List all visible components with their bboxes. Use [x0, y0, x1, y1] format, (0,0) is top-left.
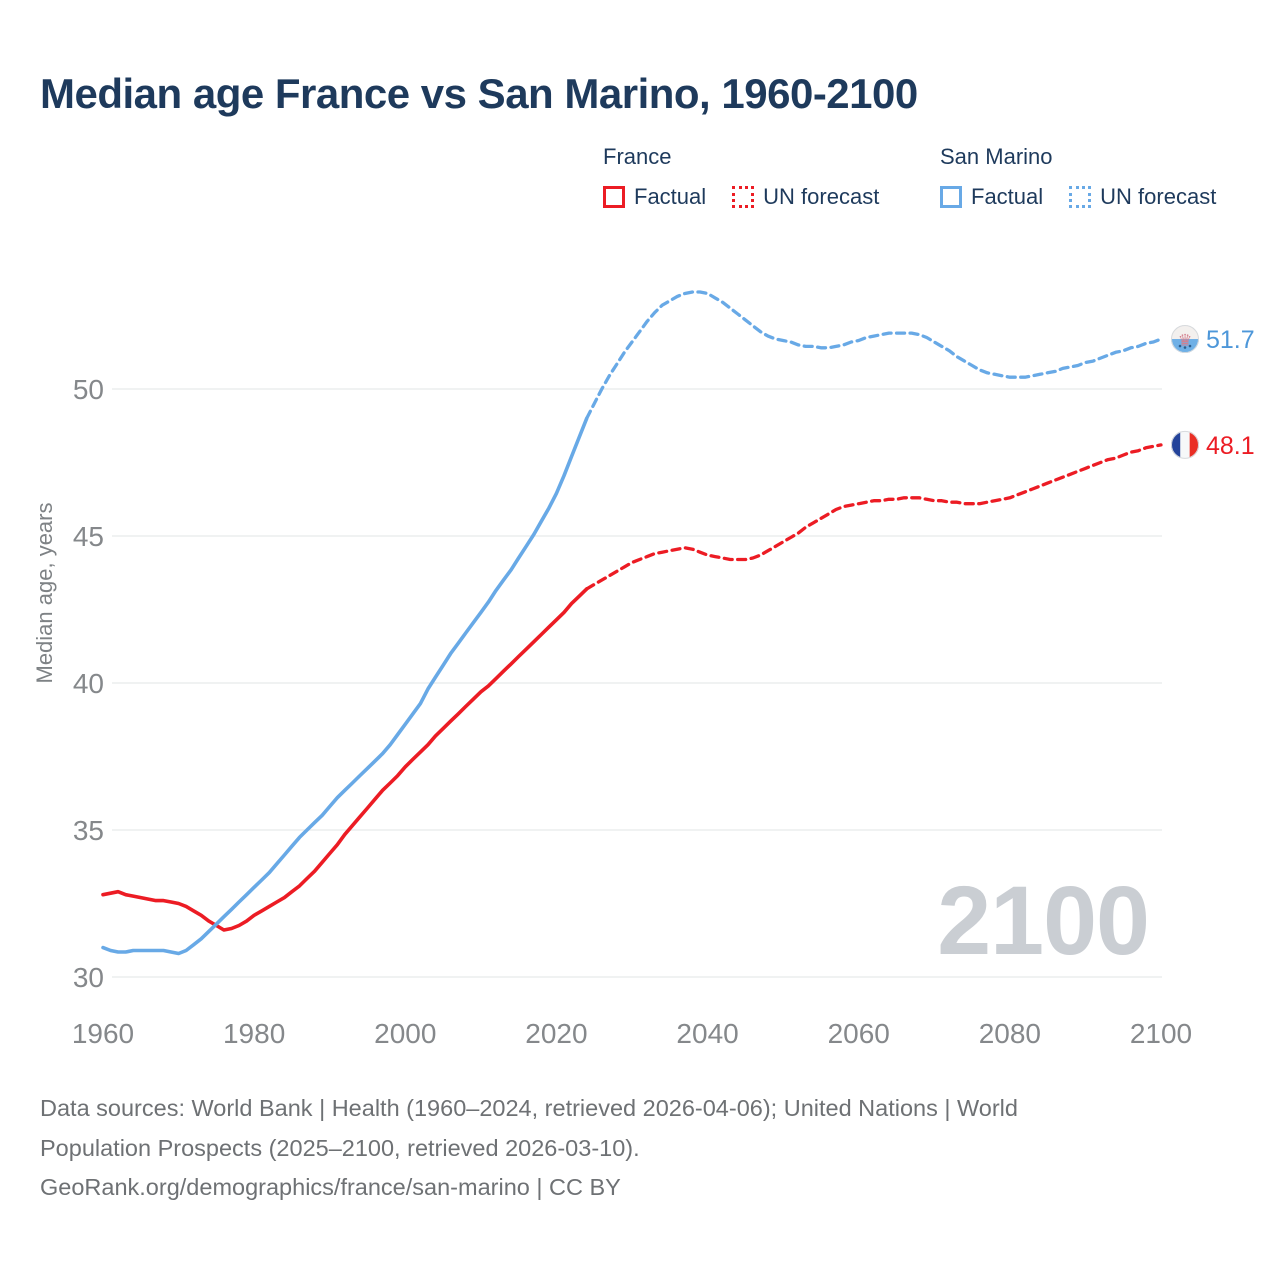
legend-group-title: San Marino: [940, 144, 1053, 169]
endpoint-marker-san-marino-flag-icon: ♛: [1171, 325, 1199, 354]
footer: Data sources: World Bank | Health (1960–…: [40, 1089, 1018, 1208]
x-tick-2100: 2100: [1130, 1018, 1192, 1049]
page-title: Median age France vs San Marino, 1960-21…: [40, 70, 918, 117]
y-tick-50: 50: [73, 374, 104, 405]
legend-group-san-marino: San Marino Factual UN forecast: [940, 144, 1216, 210]
x-tick-2080: 2080: [979, 1018, 1041, 1049]
legend-swatch-san-marino-factual: [940, 186, 962, 208]
legend-group-title: France: [603, 144, 672, 169]
x-tick-2040: 2040: [676, 1018, 738, 1049]
legend-swatch-france-forecast: [732, 186, 755, 208]
legend-swatch-france-factual: [603, 186, 625, 208]
series-line-france-factual: [101, 587, 589, 932]
series-line-san-marino-un-forecast: [585, 290, 1163, 421]
legend-label-france-forecast: UN forecast: [763, 184, 880, 209]
san-marino-crest-icon: ♛: [1178, 333, 1192, 350]
y-tick-35: 35: [73, 815, 104, 846]
series-line-france-un-forecast: [585, 443, 1163, 591]
y-tick-30: 30: [73, 962, 104, 993]
endpoint-marker-france-flag-icon: [1171, 430, 1199, 459]
legend-group-france: France Factual UN forecast: [603, 144, 879, 210]
x-tick-1960: 1960: [72, 1018, 134, 1049]
endpoint-value-france: 48.1: [1206, 432, 1255, 460]
x-tick-2000: 2000: [374, 1018, 436, 1049]
flag-ring: [1171, 430, 1199, 459]
legend-swatch-san-marino-forecast: [1069, 186, 1092, 208]
legend-label-france-factual: Factual: [634, 184, 707, 209]
legend-label-san-marino-forecast: UN forecast: [1100, 184, 1217, 209]
footer-attribution: GeoRank.org/demographics/france/san-mari…: [40, 1174, 621, 1200]
x-tick-2060: 2060: [828, 1018, 890, 1049]
footer-data-sources-line2: Population Prospects (2025–2100, retriev…: [40, 1134, 640, 1161]
y-tick-45: 45: [73, 521, 104, 552]
endpoint-value-san-marino: 51.7: [1206, 326, 1255, 354]
footer-data-sources-line1: Data sources: World Bank | Health (1960–…: [40, 1095, 1018, 1121]
series-line-san-marino-factual: [101, 416, 589, 956]
x-tick-2020: 2020: [525, 1018, 587, 1049]
legend-label-san-marino-factual: Factual: [971, 184, 1044, 209]
watermark-year: 2100: [937, 866, 1150, 975]
flag-ring: [1171, 325, 1199, 354]
x-tick-1980: 1980: [223, 1018, 285, 1049]
y-axis-title: Median age, years: [32, 502, 57, 684]
y-tick-40: 40: [73, 668, 104, 699]
